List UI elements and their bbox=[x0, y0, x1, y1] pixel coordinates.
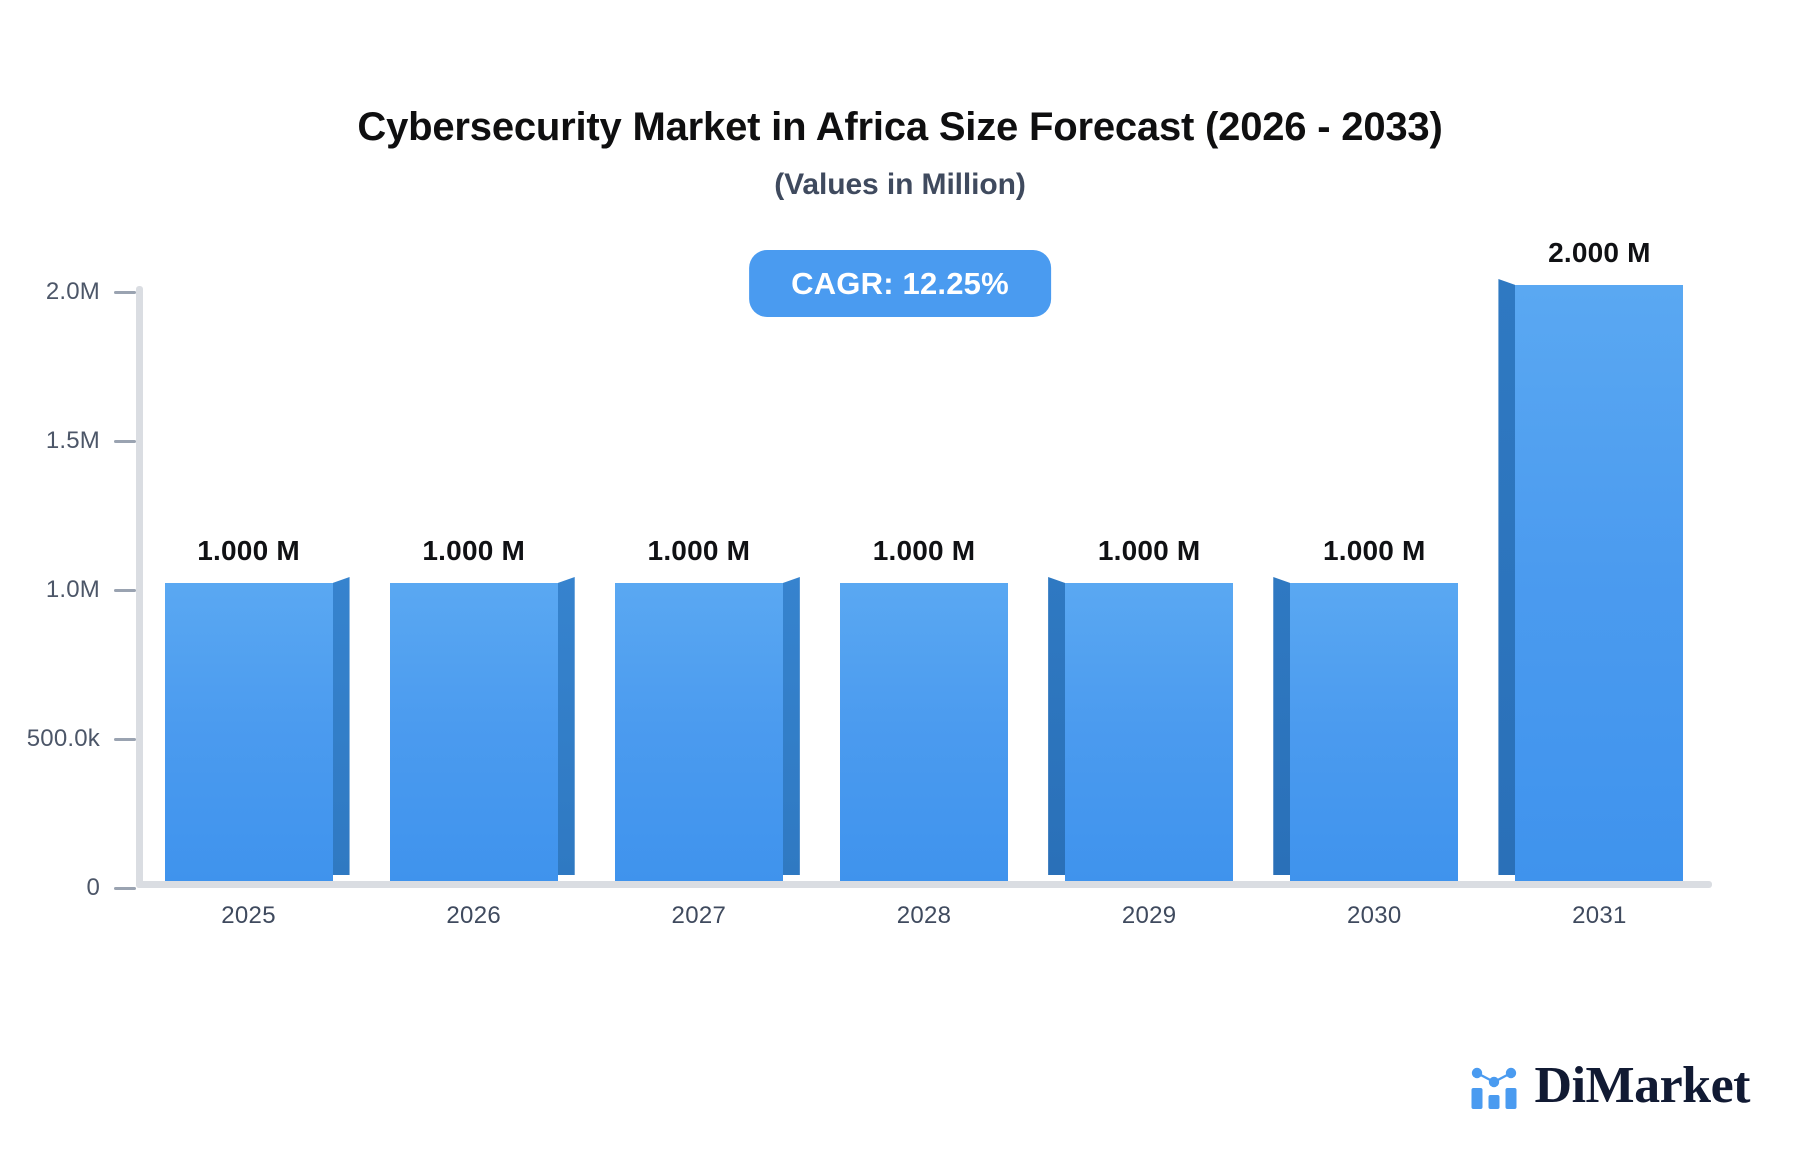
y-axis-tick-label: 1.5M bbox=[45, 427, 100, 454]
bar-value-label: 1.000 M bbox=[422, 535, 525, 566]
bar-value-label: 1.000 M bbox=[647, 535, 751, 566]
y-axis-tick: 0 bbox=[0, 874, 136, 902]
bar-slot: 1.000 M bbox=[1262, 285, 1487, 881]
x-axis-labels: 2025 2026 2027 2028 2029 2030 2031 bbox=[136, 902, 1712, 946]
bar-2026[interactable]: 1.000 M bbox=[389, 535, 575, 881]
bar-2025[interactable]: 1.000 M bbox=[164, 535, 350, 881]
x-axis-tick-label: 2029 bbox=[1121, 902, 1177, 929]
bar-slot: 1.000 M bbox=[586, 285, 811, 881]
y-axis-tick-mark bbox=[114, 588, 136, 592]
bar-side-right bbox=[782, 577, 800, 875]
y-axis-tick-mark bbox=[114, 886, 136, 890]
x-axis-tick-label: 2026 bbox=[446, 902, 501, 929]
y-axis-tick: 2.0M bbox=[0, 278, 136, 306]
chart-subtitle: (Values in Million) bbox=[774, 168, 1026, 201]
title-block: Cybersecurity Market in Africa Size Fore… bbox=[0, 104, 1800, 202]
cagr-badge: CAGR: 12.25% bbox=[749, 250, 1051, 317]
x-axis-line bbox=[136, 881, 1712, 888]
x-axis-tick-label: 2025 bbox=[221, 902, 276, 929]
bar-2027[interactable]: 1.000 M bbox=[614, 535, 800, 881]
bar-value-label: 1.000 M bbox=[872, 535, 976, 566]
x-axis-tick-label: 2031 bbox=[1572, 902, 1627, 929]
bar-slot: 1.000 M bbox=[136, 285, 361, 881]
bar-value-label: 1.000 M bbox=[197, 535, 300, 566]
bar-front-face bbox=[614, 583, 783, 881]
bar-value-label: 1.000 M bbox=[1322, 535, 1426, 566]
y-axis-tick: 500.0k bbox=[0, 725, 136, 753]
bar-slot: 1.000 M bbox=[361, 285, 586, 881]
y-axis-tick-label: 2.0M bbox=[45, 278, 100, 305]
bar-2030[interactable]: 1.000 M bbox=[1273, 535, 1459, 881]
bar-front-face bbox=[839, 583, 1008, 881]
page-title: Cybersecurity Market in Africa Size Fore… bbox=[357, 105, 1443, 149]
bar-side-right bbox=[332, 577, 350, 875]
bar-front-face bbox=[1290, 583, 1459, 881]
bar-side-right bbox=[557, 577, 575, 875]
x-axis-tick-label: 2030 bbox=[1346, 902, 1402, 929]
y-axis-labels: 2.0M 1.5M 1.0M 500.0k 0 bbox=[0, 278, 136, 901]
bar-front-face bbox=[1065, 583, 1234, 881]
bar-value-label: 1.000 M bbox=[1097, 535, 1201, 566]
bar-side-left bbox=[1048, 577, 1066, 875]
brand-logo: DiMarket bbox=[1467, 1057, 1751, 1114]
bar-front-face bbox=[1515, 285, 1684, 881]
bar-side-left bbox=[1498, 279, 1516, 875]
y-axis-tick-mark bbox=[114, 290, 136, 294]
plot-area: 1.000 M 1.000 M 1.000 M 1.000 M 1.000 M 1.000… bbox=[136, 237, 1712, 888]
y-axis-tick: 1.0M bbox=[0, 576, 136, 604]
bar-2028[interactable]: 1.000 M bbox=[839, 535, 1008, 881]
y-axis-tick: 1.5M bbox=[0, 427, 136, 455]
y-axis-tick-mark bbox=[114, 439, 136, 443]
y-axis-tick-label: 500.0k bbox=[26, 725, 100, 752]
bar-front-face bbox=[389, 583, 558, 881]
x-axis-tick-label: 2027 bbox=[671, 902, 727, 929]
x-axis-tick-label: 2028 bbox=[896, 902, 952, 929]
y-axis-tick-label: 0 bbox=[86, 874, 100, 901]
bar-value-label: 2.000 M bbox=[1548, 237, 1651, 268]
y-axis-tick-label: 1.0M bbox=[45, 576, 100, 603]
bar-side-left bbox=[1273, 577, 1291, 875]
bar-2029[interactable]: 1.000 M bbox=[1048, 535, 1234, 881]
bar-slot: 1.000 M bbox=[811, 285, 1036, 881]
bar-front-face bbox=[164, 583, 333, 881]
brand-logo-text: DiMarket bbox=[1534, 1057, 1751, 1114]
bar-slot: 1.000 M bbox=[1037, 285, 1262, 881]
y-axis-line bbox=[136, 286, 143, 888]
y-axis-tick-mark bbox=[114, 737, 136, 741]
bar-series: 1.000 M 1.000 M 1.000 M 1.000 M 1.000 M 1.000… bbox=[136, 237, 1712, 881]
bar-2031[interactable]: 2.000 M bbox=[1498, 237, 1684, 881]
bar-chart-logo-icon bbox=[1471, 1067, 1517, 1109]
bar-slot: 2.000 M bbox=[1487, 237, 1712, 881]
